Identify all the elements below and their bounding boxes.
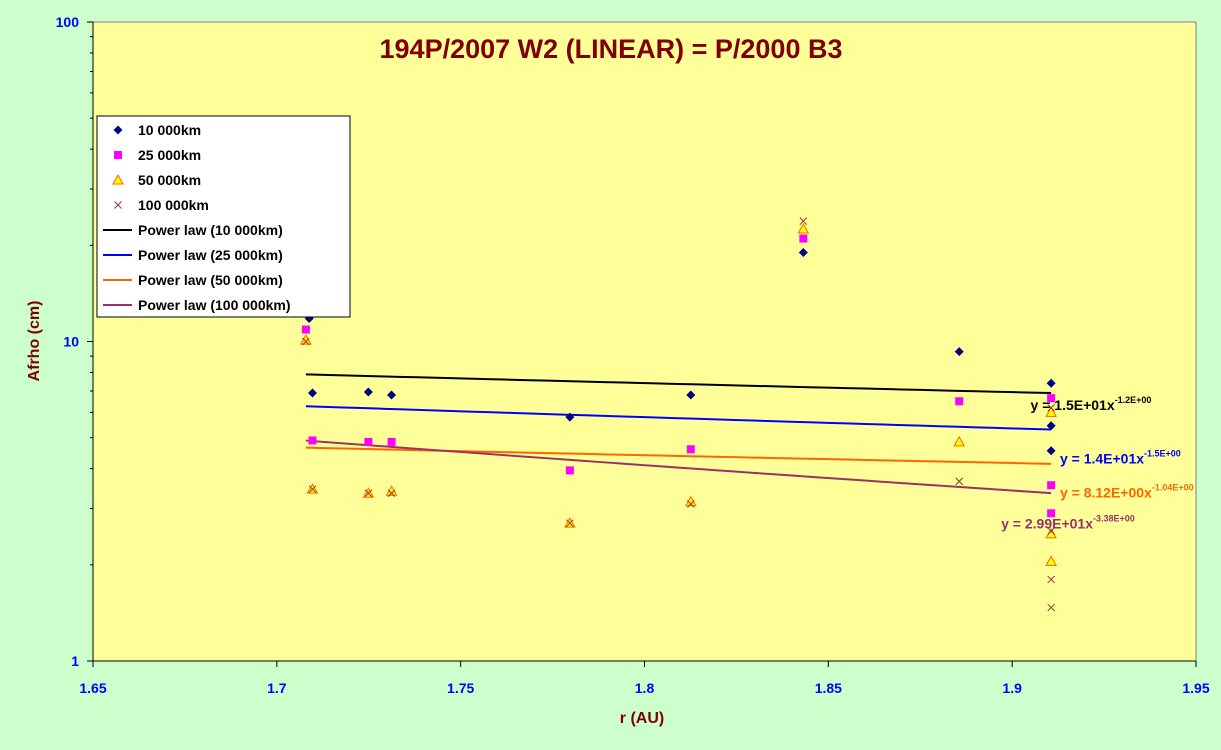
x-tick-label: 1.65 bbox=[79, 680, 106, 696]
legend-label: 25 000km bbox=[138, 147, 201, 163]
equation-main: y = 8.12E+00x bbox=[1060, 484, 1152, 500]
legend-marker bbox=[114, 151, 122, 159]
equation-main: y = 1.5E+01x bbox=[1031, 397, 1115, 413]
data-point bbox=[1045, 406, 1057, 417]
data-point bbox=[953, 435, 966, 447]
x-tick-label: 1.85 bbox=[815, 680, 842, 696]
data-point bbox=[302, 337, 310, 346]
data-point bbox=[1047, 527, 1055, 535]
legend-label: 10 000km bbox=[138, 122, 201, 138]
x-marker-stroke bbox=[114, 201, 122, 209]
data-points bbox=[300, 217, 1057, 612]
equation-exponent: -1.5E+00 bbox=[1144, 449, 1181, 459]
legend-marker bbox=[114, 201, 122, 209]
x-tick-label: 1.95 bbox=[1182, 680, 1209, 696]
data-point bbox=[686, 390, 696, 400]
trendline-equation: y = 8.12E+00x-1.04E+00 bbox=[1060, 482, 1194, 500]
data-point bbox=[308, 436, 317, 445]
data-point bbox=[565, 412, 575, 422]
legend-label: Power law (50 000km) bbox=[138, 272, 283, 288]
data-point bbox=[1046, 446, 1056, 456]
y-tick-label: 1 bbox=[71, 653, 79, 669]
x-marker-stroke bbox=[1047, 575, 1055, 584]
x-marker-stroke bbox=[566, 519, 574, 528]
data-point bbox=[955, 477, 964, 486]
data-point bbox=[363, 387, 373, 397]
data-point bbox=[1047, 481, 1056, 490]
x-marker-stroke bbox=[302, 337, 310, 346]
legend: 10 000km 25 000km 50 000km 100 000km Power l… bbox=[96, 115, 351, 318]
data-point bbox=[308, 485, 317, 494]
y-tick-label: 10 bbox=[63, 334, 79, 350]
data-point bbox=[364, 437, 373, 446]
data-point bbox=[686, 445, 695, 454]
equation-main: y = 2.99E+01x bbox=[1001, 515, 1093, 531]
x-marker-stroke bbox=[387, 489, 396, 498]
data-point bbox=[387, 489, 396, 498]
legend-label: 100 000km bbox=[138, 197, 209, 213]
x-marker-stroke bbox=[1047, 603, 1055, 612]
data-point bbox=[387, 437, 396, 446]
x-marker-stroke bbox=[1047, 403, 1055, 412]
data-point bbox=[301, 325, 310, 334]
equation-exponent: -3.38E+00 bbox=[1093, 513, 1135, 523]
trendline-equation: y = 1.5E+01x-1.2E+00 bbox=[1031, 395, 1152, 413]
x-marker-stroke bbox=[364, 489, 373, 498]
equation-main: y = 1.4E+01x bbox=[1060, 451, 1144, 467]
equation-exponent: -1.04E+00 bbox=[1152, 482, 1194, 492]
data-point bbox=[387, 390, 397, 400]
data-point bbox=[1046, 378, 1056, 388]
legend-marker bbox=[112, 173, 124, 185]
legend-label: Power law (25 000km) bbox=[138, 247, 283, 263]
data-point bbox=[686, 500, 695, 508]
axes: 1.65 1.7 1.75 1.8 1.85 1.9 1.95 1 10 100 bbox=[56, 14, 1210, 696]
data-point bbox=[1045, 555, 1057, 566]
data-point bbox=[1047, 509, 1056, 518]
legend-label: Power law (100 000km) bbox=[138, 297, 291, 313]
x-tick-label: 1.9 bbox=[1002, 680, 1022, 696]
x-marker-stroke bbox=[1047, 527, 1055, 535]
trendline-equation: y = 2.99E+01x-3.38E+00 bbox=[1001, 513, 1135, 531]
x-marker-stroke bbox=[799, 217, 808, 226]
data-point bbox=[1047, 403, 1055, 412]
data-point bbox=[798, 247, 808, 257]
trendline-equations: y = 1.5E+01x-1.2E+00 y = 1.4E+01x-1.5E+00… bbox=[1001, 395, 1193, 531]
trendline bbox=[305, 439, 1052, 495]
x-tick-label: 1.7 bbox=[267, 680, 287, 696]
data-point bbox=[799, 234, 808, 243]
data-point bbox=[954, 347, 964, 357]
x-marker-stroke bbox=[955, 477, 964, 486]
data-point bbox=[1047, 575, 1055, 584]
legend-box bbox=[96, 115, 351, 318]
data-point bbox=[799, 217, 808, 226]
x-marker-stroke bbox=[308, 485, 317, 494]
trendline bbox=[305, 373, 1052, 395]
x-marker-stroke bbox=[686, 500, 695, 508]
x-axis-title: r (AU) bbox=[620, 710, 664, 727]
trendline-equation: y = 1.4E+01x-1.5E+00 bbox=[1060, 449, 1181, 467]
data-point bbox=[1047, 603, 1055, 612]
legend-label: 50 000km bbox=[138, 172, 201, 188]
data-point bbox=[566, 519, 574, 528]
data-point bbox=[565, 466, 574, 475]
x-tick-label: 1.8 bbox=[635, 680, 655, 696]
legend-label: Power law (10 000km) bbox=[138, 222, 283, 238]
data-point bbox=[1046, 421, 1056, 431]
data-point bbox=[307, 388, 317, 398]
data-point bbox=[797, 222, 810, 234]
trendlines bbox=[305, 373, 1052, 495]
equation-exponent: -1.2E+00 bbox=[1115, 395, 1152, 405]
data-point bbox=[1047, 394, 1056, 403]
data-point bbox=[364, 489, 373, 498]
x-tick-label: 1.75 bbox=[447, 680, 474, 696]
trendline bbox=[305, 405, 1052, 431]
data-point bbox=[955, 397, 964, 406]
y-tick-label: 100 bbox=[56, 14, 80, 30]
legend-marker bbox=[113, 125, 123, 135]
chart-title: 194P/2007 W2 (LINEAR) = P/2000 B3 bbox=[380, 34, 843, 64]
y-axis-title: Afrho (cm) bbox=[26, 301, 43, 382]
